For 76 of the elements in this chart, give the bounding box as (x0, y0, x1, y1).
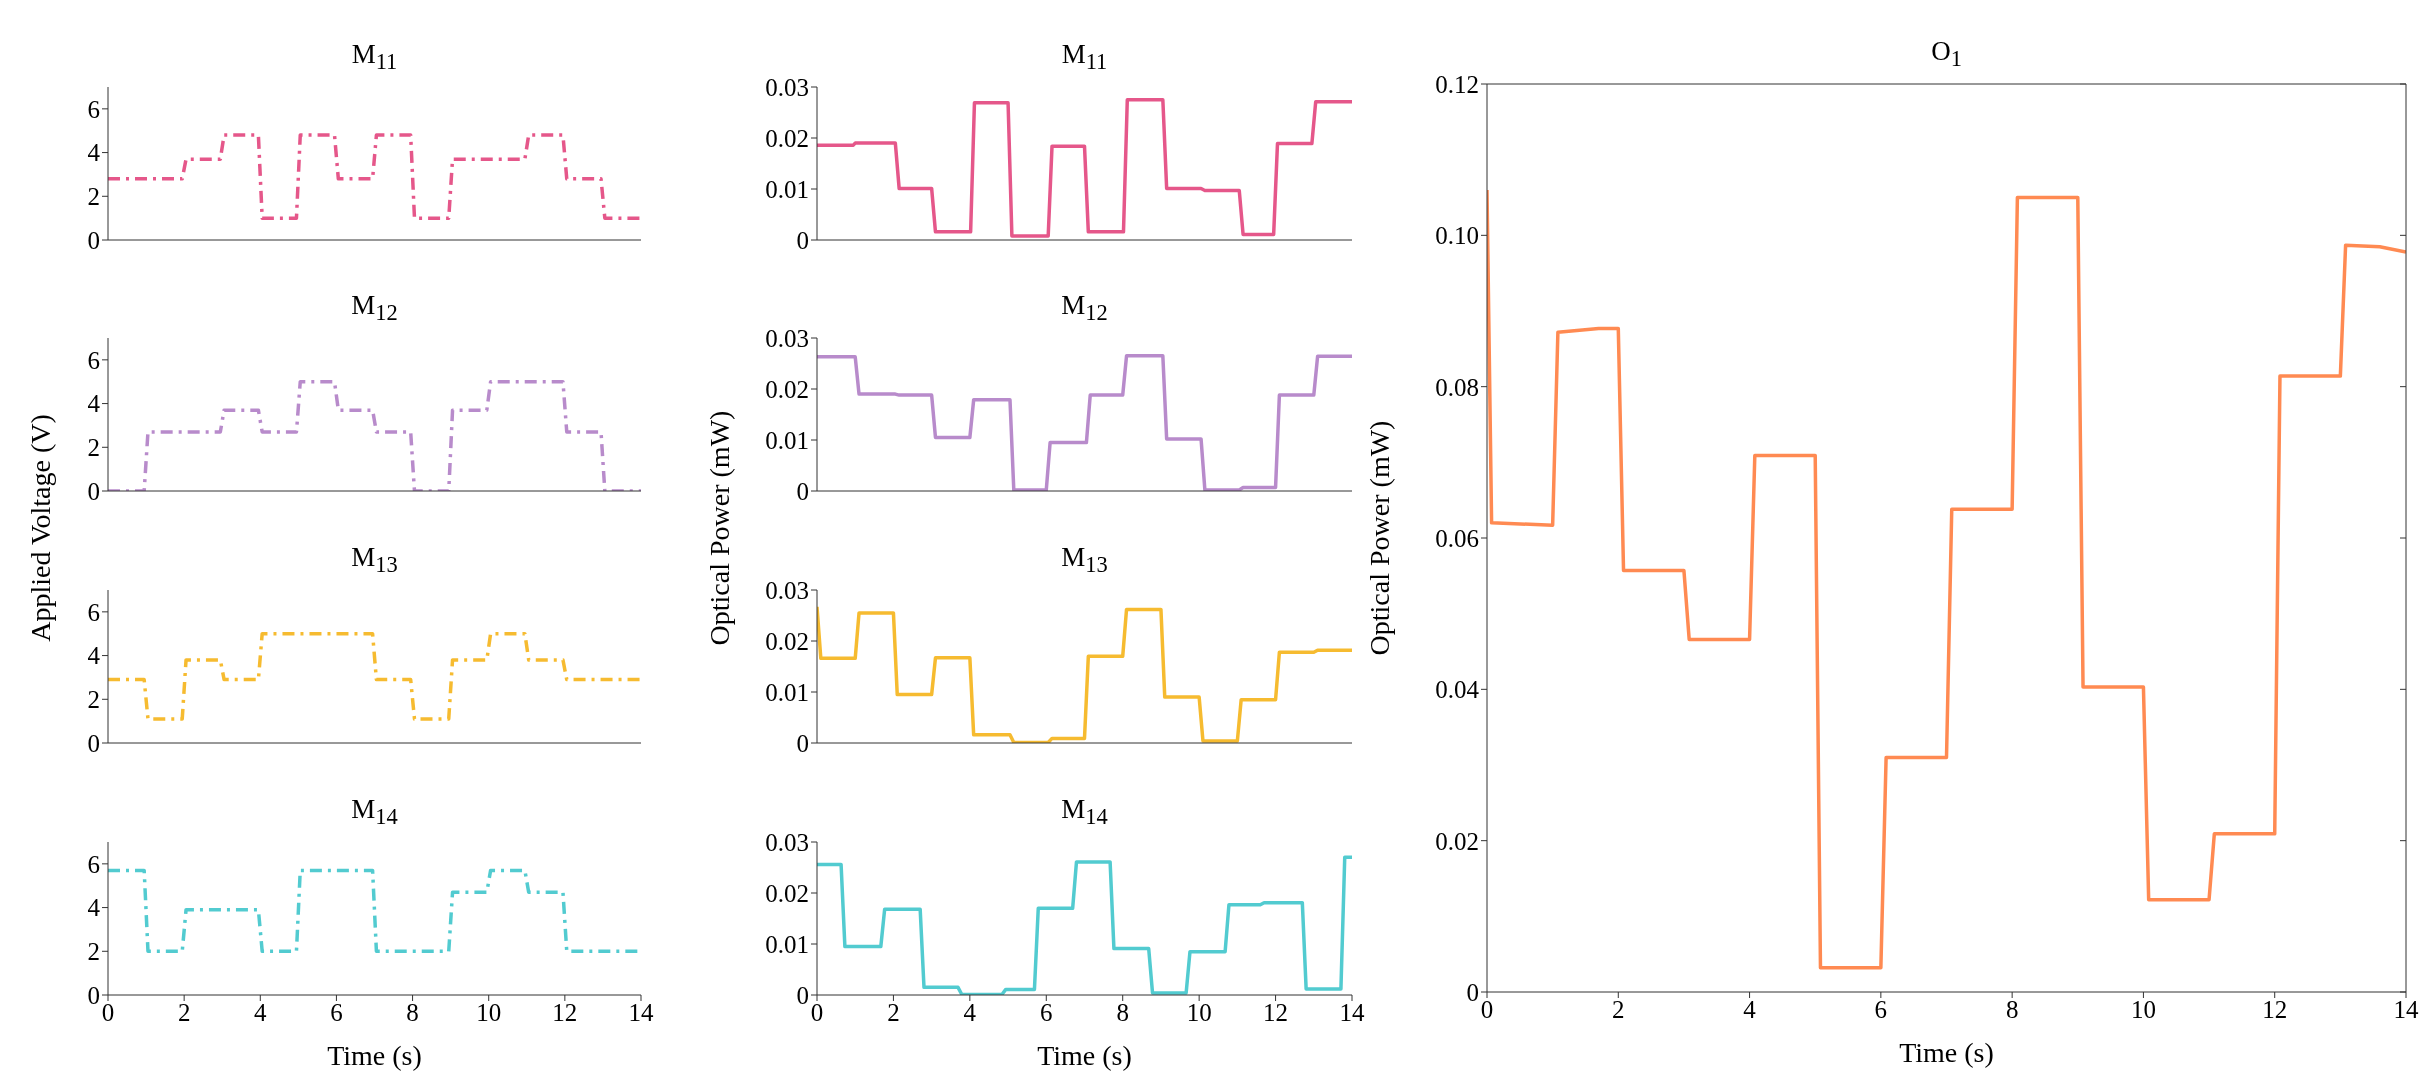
y-tick-label: 4 (87, 139, 101, 167)
x-tick-label: 6 (1040, 998, 1053, 1026)
x-tick-label: 12 (552, 998, 578, 1026)
chart-title: M$_{14}$ (1060, 793, 1109, 832)
x-tick-label: 4 (254, 998, 268, 1026)
y-tick-label: 0.03 (765, 576, 809, 604)
y-axis-title: Applied Voltage (V) (25, 414, 57, 642)
x-tick-label: 12 (2262, 995, 2288, 1023)
chart-title: O$_{1}$ (1930, 35, 1963, 74)
x-tick-label: 4 (963, 998, 977, 1026)
y-tick-label: 0.01 (765, 426, 809, 454)
x-tick-label: 14 (1339, 998, 1365, 1026)
y-tick-label: 4 (87, 894, 101, 922)
x-axis-title: Time (s) (1037, 1040, 1132, 1071)
y-tick-label: 0.02 (765, 879, 809, 907)
y-tick-label: 0.03 (765, 324, 809, 352)
y-axis-title: Optical Power (mW) (1363, 420, 1395, 656)
x-axis-title: Time (s) (327, 1040, 422, 1071)
chart-title: M$_{11}$ (1060, 38, 1109, 77)
y-tick-label: 0.08 (1435, 373, 1479, 401)
x-tick-label: 2 (887, 998, 900, 1026)
x-tick-label: 12 (1263, 998, 1289, 1026)
y-tick-label: 0.02 (765, 627, 809, 655)
chart-title: M$_{13}$ (350, 541, 399, 580)
y-tick-label: 0 (87, 226, 100, 254)
y-axis-title: Optical Power (mW) (704, 410, 736, 646)
y-tick-label: 0.01 (765, 678, 809, 706)
y-tick-label: 0.02 (1435, 827, 1479, 855)
y-tick-label: 0 (796, 477, 809, 505)
line-series (108, 133, 641, 220)
chart-title: M$_{12}$ (1060, 289, 1109, 328)
y-tick-label: 0.04 (1435, 676, 1480, 704)
y-tick-label: 0 (796, 226, 809, 254)
y-tick-label: 4 (87, 390, 101, 418)
x-axis-title: Time (s) (1899, 1037, 1994, 1068)
x-tick-label: 14 (628, 998, 654, 1026)
y-tick-label: 0 (87, 477, 100, 505)
x-tick-label: 14 (2393, 995, 2419, 1023)
x-tick-label: 6 (1874, 995, 1888, 1023)
x-tick-label: 4 (1743, 995, 1757, 1023)
y-tick-label: 6 (87, 95, 100, 123)
x-tick-label: 10 (476, 998, 502, 1026)
y-tick-label: 0.03 (765, 73, 809, 101)
x-tick-label: 10 (1186, 998, 1212, 1026)
x-tick-label: 8 (406, 998, 419, 1026)
chart-title: M$_{11}$ (350, 38, 399, 77)
x-tick-label: 8 (2005, 995, 2019, 1023)
y-tick-label: 2 (87, 434, 100, 462)
x-tick-label: 2 (1612, 995, 1625, 1023)
y-tick-label: 0.10 (1435, 222, 1479, 250)
x-tick-label: 10 (2130, 995, 2156, 1023)
y-tick-label: 0 (796, 729, 809, 757)
x-tick-label: 8 (1116, 998, 1129, 1026)
y-tick-label: 0.06 (1435, 524, 1479, 552)
y-tick-label: 6 (87, 598, 100, 626)
chart-title: M$_{13}$ (1060, 541, 1109, 580)
y-tick-label: 6 (87, 850, 100, 878)
y-tick-label: 6 (87, 346, 100, 374)
y-tick-label: 0.01 (765, 175, 809, 203)
y-tick-label: 0 (1466, 978, 1479, 1006)
x-tick-label: 2 (177, 998, 191, 1026)
y-tick-label: 2 (87, 183, 100, 211)
y-tick-label: 2 (87, 686, 100, 714)
y-tick-label: 0 (87, 729, 100, 757)
x-tick-label: 6 (330, 998, 343, 1026)
y-tick-label: 0.12 (1435, 70, 1479, 98)
y-tick-label: 2 (87, 938, 100, 966)
y-tick-label: 0.01 (765, 930, 809, 958)
y-tick-label: 4 (87, 642, 101, 670)
line-series (1487, 188, 2406, 970)
y-tick-label: 0.02 (765, 124, 809, 152)
chart-title: M$_{14}$ (350, 793, 399, 832)
y-tick-label: 0.02 (765, 375, 809, 403)
chart-title: M$_{12}$ (350, 289, 399, 328)
line-series (108, 631, 641, 721)
y-tick-label: 0.03 (765, 828, 809, 856)
